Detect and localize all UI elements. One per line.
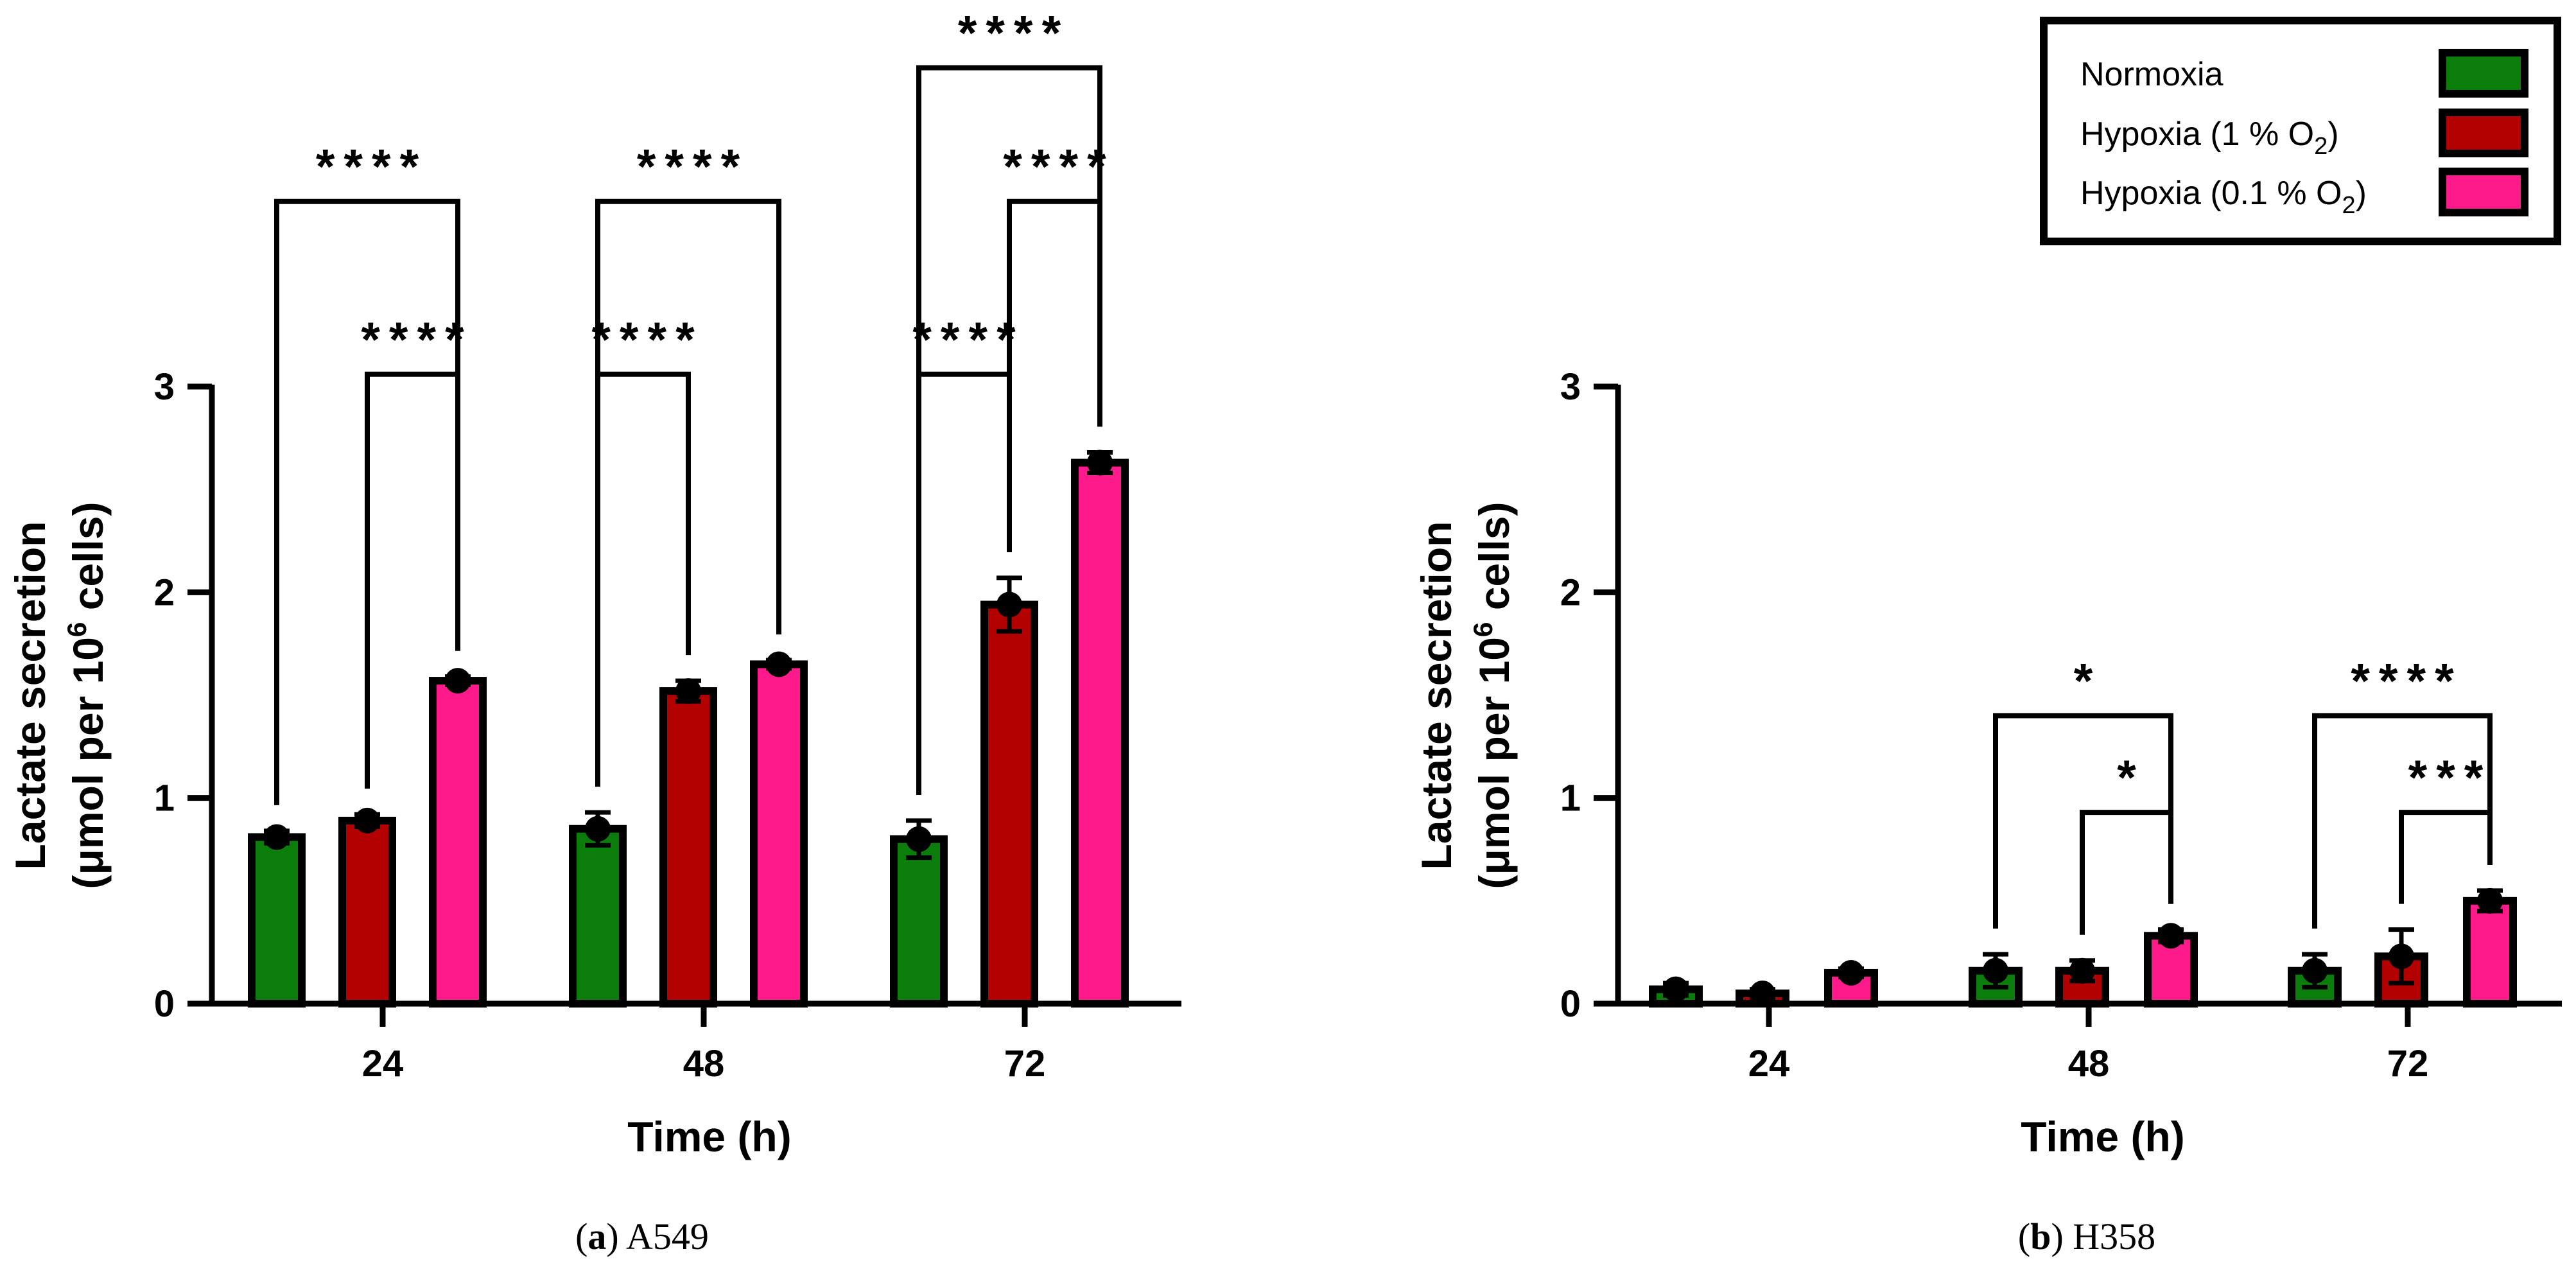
panel-a-xtick-label-0: 24	[362, 1043, 404, 1085]
panel-b-xtick-label-2: 72	[2387, 1043, 2429, 1085]
legend-label-0: Normoxia	[2080, 56, 2224, 93]
panel-b-sig-label-2: ****	[2351, 654, 2462, 709]
panel-a-chart: 0 1 2 3 24 48 72 Time (h) Lactate secretion (μmol…	[6, 6, 1181, 1257]
legend-label-1: Hypoxia (1 % O2)	[2080, 116, 2339, 160]
panel-b-sig-bracket-3	[2399, 810, 2493, 904]
panel-b-point-t48-s1	[2069, 957, 2095, 984]
panel-b-caption-label: b	[2030, 1216, 2051, 1257]
panel-a-sig-bracket-6	[916, 371, 1012, 795]
legend-label-1-text: Hypoxia (1 % O	[2080, 116, 2314, 153]
panel-b-sig-label-1: *	[2117, 751, 2145, 805]
legend-label-0-text: Normoxia	[2080, 56, 2224, 93]
legend-label-2-text: Hypoxia (0.1 % O	[2080, 175, 2342, 212]
panel-b-point-t48-s0	[1983, 957, 2008, 984]
panel-a-y-axis-title: Lactate secretion (μmol per 106 cells)	[6, 502, 112, 889]
panel-a-ytick-label-1: 1	[154, 778, 175, 819]
legend-label-2-end: )	[2356, 175, 2367, 212]
panel-b-y-axis-title-line1: Lactate secretion	[1413, 521, 1460, 870]
panel-a-y-axis-title-line2-end: cells)	[64, 502, 112, 622]
panel-a-y-axis-title-line1: Lactate secretion	[6, 521, 54, 870]
panel-a-sig-label-6: ****	[912, 313, 1024, 367]
panel-a-sig-label-2: ****	[637, 140, 749, 195]
panel-a-xtick-label-1: 48	[683, 1043, 725, 1085]
panel-a-bar-t48-s1	[659, 687, 717, 1008]
panel-a-sig-bracket-1	[365, 371, 460, 789]
panel-b-ytick-label-3: 3	[1560, 366, 1581, 408]
panel-b-sig-bracket-2	[2312, 713, 2493, 929]
panel-b-caption-text: ) H358	[2051, 1216, 2155, 1257]
panel-a-bar-t48-s2	[750, 660, 808, 1008]
panel-a-ytick-label-2: 2	[154, 572, 175, 613]
panel-a-bar-t72-s0	[890, 835, 948, 1008]
panel-b-chart: 0 1 2 3 24 48 72 Time (h) Lactate secretion (μmol…	[1413, 366, 2562, 1257]
panel-b-point-t72-s0	[2302, 957, 2328, 984]
panel-a-xtick-label-2: 72	[1004, 1043, 1046, 1085]
panel-b-point-t72-s2	[2477, 887, 2503, 914]
panel-b-caption: (b) H358	[2018, 1216, 2155, 1257]
panel-a-ytick-label-3: 3	[154, 366, 175, 408]
panel-b-point-t72-s1	[2389, 943, 2414, 970]
panel-a-sig-label-1: ****	[361, 313, 473, 367]
panel-a-x-axis-title: Time (h)	[627, 1113, 791, 1160]
panel-a-sig-label-3: ****	[591, 313, 703, 367]
legend-label-1-subscript: 2	[2314, 133, 2328, 160]
legend-label-1-end: )	[2328, 116, 2338, 153]
panel-b-point-t24-s0	[1663, 976, 1689, 1002]
panel-b-y-axis-title-line2: (μmol per 10	[1470, 637, 1518, 889]
panel-b-point-t48-s2	[2158, 923, 2184, 949]
panel-a-y-axis-title-superscript: 6	[62, 622, 92, 637]
panel-b-y-axis-title: Lactate secretion (μmol per 106 cells)	[1413, 502, 1518, 889]
panel-a-y-axis-title-line2: (μmol per 10	[64, 637, 112, 889]
panel-a-point-t72-s0	[906, 826, 932, 852]
legend-swatch-0	[2439, 49, 2528, 98]
panel-b-ytick-label-2: 2	[1560, 572, 1581, 613]
panel-a-sig-label-4: ****	[958, 6, 1070, 60]
panel-a-sig-label-0: ****	[316, 140, 428, 195]
panel-a-point-t48-s2	[766, 651, 792, 677]
panel-a-caption-label: a	[587, 1216, 606, 1257]
panel-a-point-t72-s2	[1087, 449, 1113, 476]
panel-b-y-axis-title-line2-end: cells)	[1470, 502, 1518, 622]
panel-a-ytick-label-0: 0	[154, 983, 175, 1025]
panel-b-sig-label-0: *	[2074, 654, 2102, 709]
legend-label-2-subscript: 2	[2342, 192, 2356, 219]
panel-a-bar-t24-s1	[338, 816, 396, 1008]
panel-a-point-t24-s2	[445, 668, 471, 694]
panel-b-sig-label-3: ***	[2408, 751, 2493, 805]
panel-a-point-t48-s0	[585, 816, 611, 842]
panel-a-bar-t72-s2	[1071, 458, 1129, 1008]
panel-b-ytick-label-1: 1	[1560, 778, 1581, 819]
panel-b-y-axis-title-superscript: 6	[1468, 622, 1498, 637]
panel-a-caption-open: (	[575, 1216, 587, 1257]
panel-b-ytick-label-0: 0	[1560, 983, 1581, 1025]
panel-b-point-t24-s2	[1838, 959, 1864, 986]
panel-a-bar-t24-s2	[429, 677, 487, 1008]
panel-a-point-t48-s1	[675, 678, 701, 704]
panel-a-point-t72-s1	[996, 591, 1022, 618]
legend-swatch-2	[2439, 168, 2528, 216]
legend-swatch-1	[2439, 109, 2528, 157]
panel-a-sig-bracket-3	[595, 371, 691, 787]
panel-b-point-t24-s1	[1750, 980, 1775, 1006]
panel-a-bar-t72-s1	[980, 600, 1038, 1008]
panel-a-bar-t48-s0	[569, 825, 627, 1008]
panel-b-xtick-label-0: 24	[1748, 1043, 1790, 1085]
panel-a-bar-t24-s0	[248, 833, 306, 1008]
legend-label-2: Hypoxia (0.1 % O2)	[2080, 175, 2367, 219]
panel-a-point-t24-s0	[264, 824, 290, 850]
panel-a-caption: (a) A549	[575, 1216, 709, 1257]
panel-a-sig-label-5: ****	[1003, 140, 1115, 195]
panel-b-xtick-label-1: 48	[2068, 1043, 2110, 1085]
panel-b-sig-bracket-1	[2080, 810, 2173, 935]
panel-b-bar-t72-s2	[2463, 896, 2517, 1008]
panel-a-point-t24-s1	[354, 807, 380, 834]
panel-b-x-axis-title: Time (h)	[2021, 1113, 2184, 1160]
panel-b-caption-open: (	[2018, 1216, 2030, 1257]
panel-a-caption-text: ) A549	[606, 1216, 709, 1257]
